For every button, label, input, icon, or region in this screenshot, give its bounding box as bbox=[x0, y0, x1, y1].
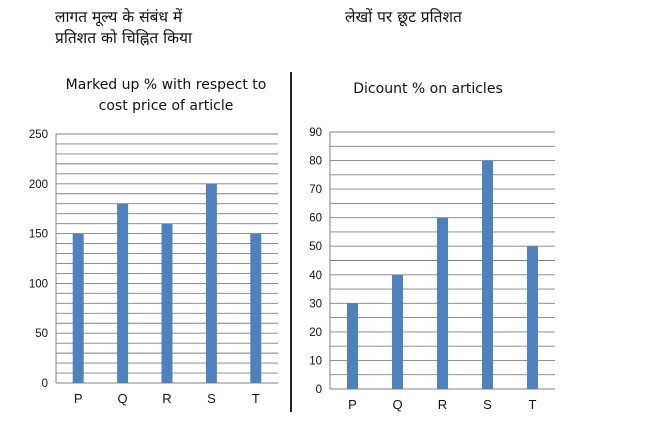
discount-y-tick-label: 70 bbox=[309, 184, 322, 196]
discount-category-label: S bbox=[483, 397, 492, 412]
discount-y-tick-label: 10 bbox=[309, 355, 322, 367]
discount-y-tick-label: 20 bbox=[309, 327, 322, 339]
discount-bar-r bbox=[437, 218, 448, 389]
discount-bar-p bbox=[347, 303, 358, 389]
discount-y-tick-label: 30 bbox=[309, 298, 322, 310]
discount-y-tick-label: 0 bbox=[316, 384, 322, 396]
discount-bar-s bbox=[482, 161, 493, 389]
discount-y-tick-label: 80 bbox=[309, 156, 322, 168]
discount-category-label: T bbox=[529, 397, 537, 412]
discount-category-label: Q bbox=[392, 397, 402, 412]
discount-y-tick-label: 50 bbox=[309, 241, 322, 253]
discount-category-label: R bbox=[438, 397, 447, 412]
discount-bar-t bbox=[527, 246, 538, 389]
discount-y-tick-label: 40 bbox=[309, 270, 322, 282]
discount-bar-q bbox=[392, 275, 403, 389]
discount-y-tick-label: 60 bbox=[309, 213, 322, 225]
discount-category-label: P bbox=[348, 397, 357, 412]
discount-y-tick-label: 90 bbox=[309, 127, 322, 139]
